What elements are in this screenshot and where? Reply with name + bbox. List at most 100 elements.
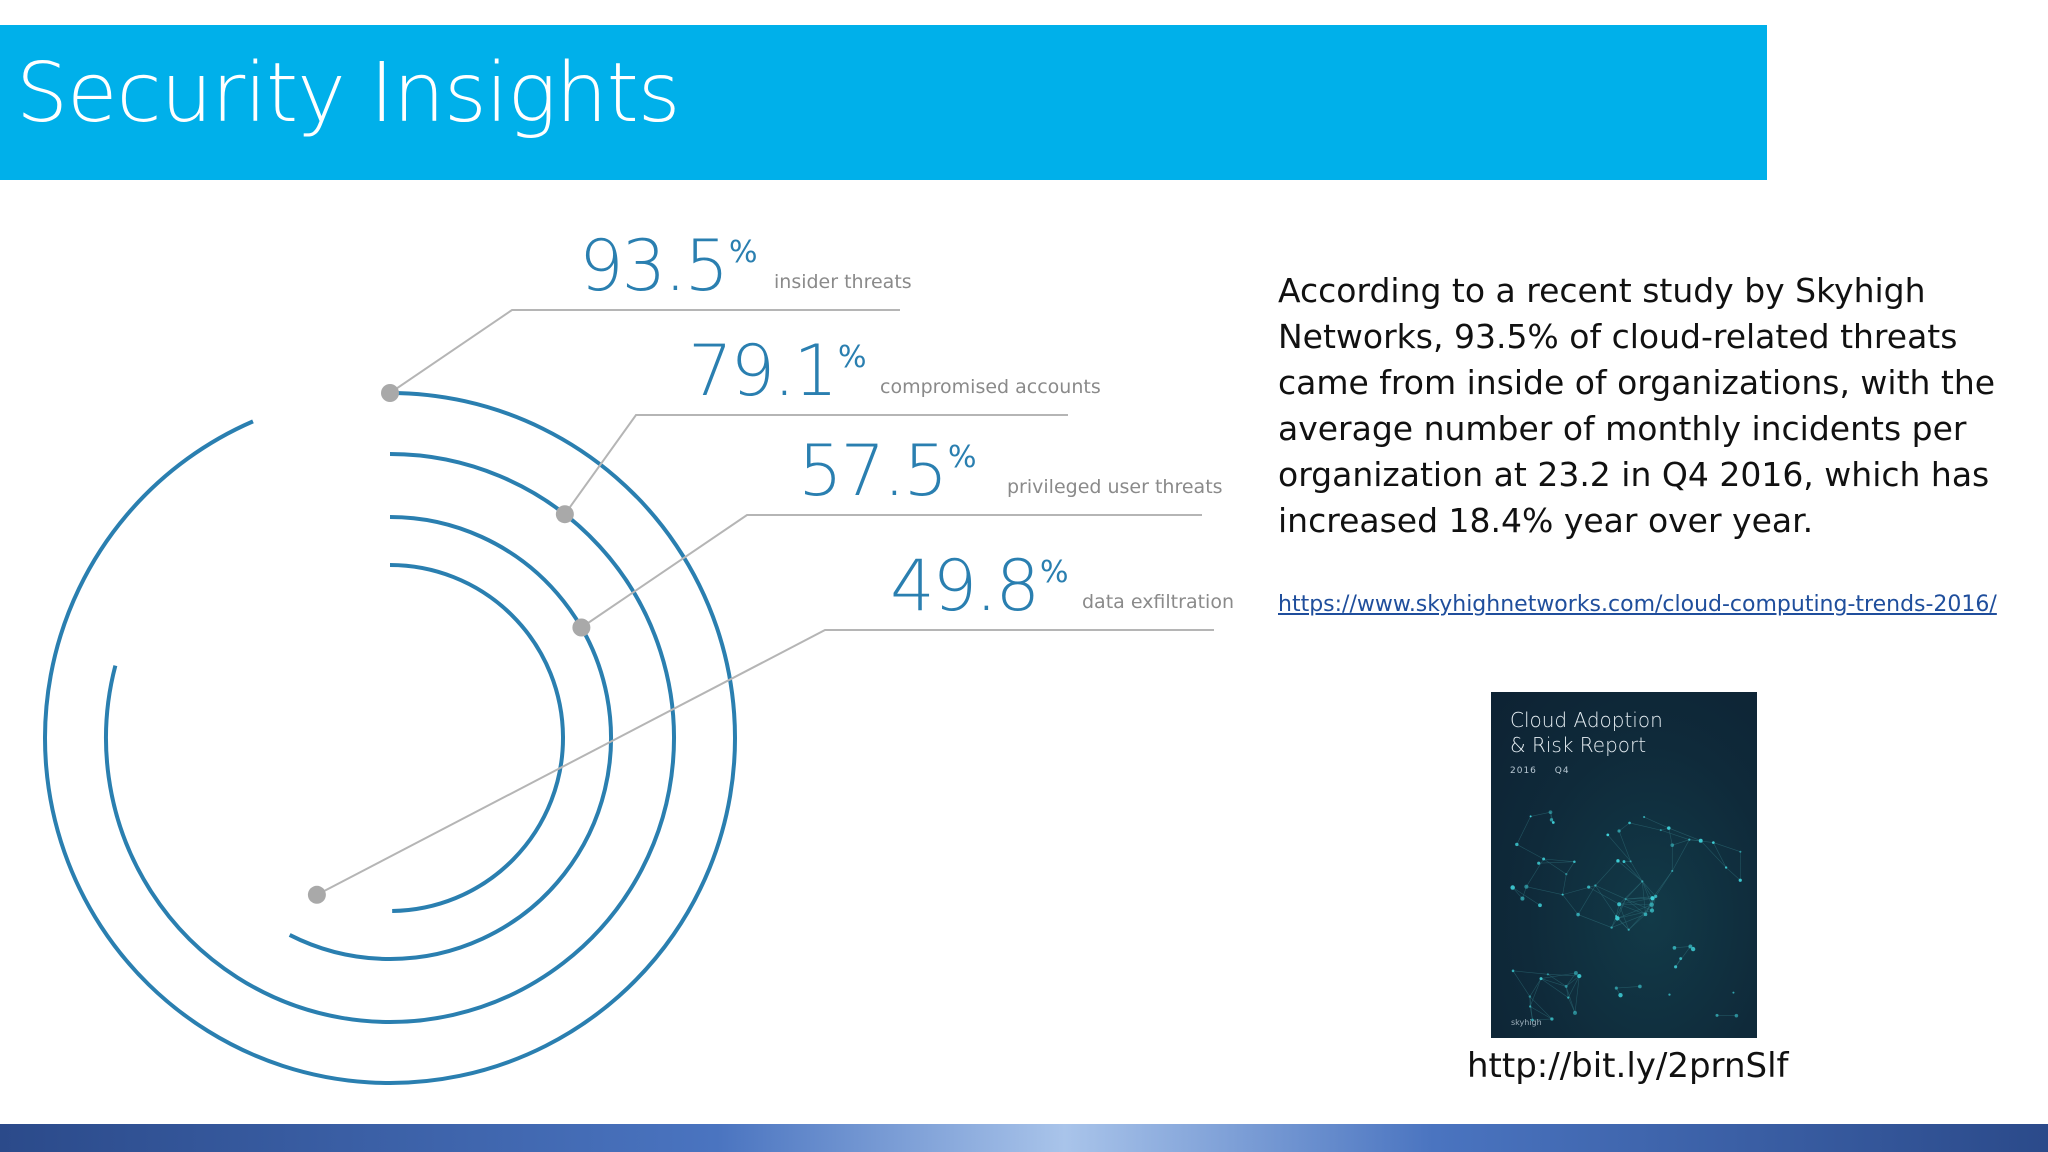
- network-edge: [1562, 894, 1579, 915]
- network-node: [1654, 894, 1658, 898]
- network-edge: [1532, 1018, 1552, 1021]
- network-edge: [1616, 986, 1640, 989]
- source-link[interactable]: https://www.skyhighnetworks.com/cloud-co…: [1278, 592, 1997, 617]
- network-edge: [1516, 844, 1544, 860]
- network-node: [1610, 926, 1613, 929]
- slide-title: Security Insights: [16, 46, 681, 141]
- connector-line-3: [580, 514, 1202, 629]
- network-edge: [1672, 839, 1690, 846]
- network-edge: [1529, 978, 1542, 997]
- network-edge: [1530, 811, 1551, 817]
- network-edge: [1675, 946, 1691, 967]
- network-edge: [1607, 834, 1631, 862]
- network-node: [1738, 878, 1742, 882]
- percent-sign-1: %: [729, 235, 758, 270]
- report-cover-image: Cloud Adoption & Risk Report 2016 Q4 sky…: [1491, 692, 1757, 1038]
- network-edge: [1628, 914, 1646, 930]
- network-edge: [1540, 978, 1569, 998]
- network-edge: [1574, 976, 1580, 1013]
- network-edge: [1595, 885, 1617, 917]
- network-edge: [1645, 898, 1653, 915]
- network-node: [1561, 893, 1564, 896]
- network-node: [1531, 1018, 1534, 1022]
- network-edge: [1512, 970, 1531, 997]
- network-edge: [1618, 822, 1630, 832]
- network-edge: [1577, 885, 1596, 915]
- network-edge: [1538, 861, 1575, 864]
- network-edge: [1625, 896, 1656, 900]
- network-edge: [1617, 904, 1652, 919]
- network-node: [1529, 815, 1532, 818]
- value-label-1: 93.5: [579, 225, 727, 307]
- ring-arc-2: [104, 452, 676, 1024]
- cover-date: 2016 Q4: [1510, 766, 1584, 776]
- network-node: [1659, 829, 1662, 832]
- network-node: [1627, 928, 1630, 931]
- network-edge: [1540, 972, 1576, 979]
- network-edge: [1671, 839, 1690, 872]
- network-node: [1618, 993, 1623, 998]
- network-node: [1548, 810, 1553, 815]
- network-edge: [1625, 881, 1643, 900]
- network-node: [1546, 973, 1549, 976]
- ring-arc-1: [43, 391, 738, 1085]
- network-node: [1643, 912, 1648, 917]
- network-edge: [1543, 858, 1575, 863]
- network-edge: [1529, 996, 1553, 1020]
- connector-line-1: [389, 309, 900, 394]
- connector-line-2: [564, 414, 1068, 515]
- network-edge: [1565, 975, 1580, 987]
- network-node: [1616, 859, 1620, 863]
- network-edge: [1615, 898, 1626, 917]
- connector-dot-2: [555, 505, 574, 524]
- network-node: [1551, 821, 1555, 824]
- network-edge: [1630, 861, 1643, 882]
- network-edge: [1619, 897, 1653, 905]
- network-edge: [1655, 870, 1673, 897]
- network-edge: [1565, 972, 1577, 987]
- network-node: [1550, 1017, 1554, 1021]
- network-node: [1528, 995, 1532, 998]
- network-node: [1615, 914, 1618, 918]
- network-node: [1617, 902, 1622, 907]
- percent-sign-3: %: [948, 440, 977, 475]
- connector-dot-1: [381, 384, 399, 402]
- network-node: [1511, 969, 1515, 973]
- network-node: [1524, 884, 1529, 889]
- network-edge: [1674, 946, 1691, 949]
- network-node: [1715, 1013, 1719, 1017]
- cover-quarter: Q4: [1554, 766, 1570, 776]
- ring-arc-3: [288, 515, 613, 961]
- network-edge: [1529, 1006, 1553, 1020]
- network-edge: [1625, 898, 1646, 915]
- network-node: [1537, 861, 1541, 865]
- network-edge: [1629, 822, 1661, 831]
- network-node: [1688, 944, 1693, 949]
- network-node: [1594, 884, 1597, 887]
- network-node: [1624, 898, 1627, 901]
- series-label-3: privileged user threats: [1007, 476, 1223, 498]
- network-edge: [1641, 881, 1646, 915]
- network-edge: [1543, 858, 1567, 875]
- network-edge: [1512, 970, 1548, 975]
- network-node: [1606, 833, 1610, 837]
- network-node: [1674, 965, 1678, 969]
- value-label-4: 49.8: [890, 545, 1038, 627]
- network-node: [1698, 838, 1703, 843]
- network-node: [1734, 1013, 1739, 1018]
- network-node: [1565, 872, 1568, 876]
- network-edge: [1651, 896, 1657, 911]
- network-node: [1629, 860, 1632, 863]
- network-node: [1587, 885, 1591, 889]
- network-edge: [1516, 816, 1531, 845]
- cover-title-line1: Cloud Adoption: [1510, 708, 1663, 732]
- network-edge: [1617, 898, 1627, 919]
- network-edge: [1642, 881, 1656, 897]
- network-node: [1542, 857, 1546, 861]
- short-url: http://bit.ly/2prnSlf: [1467, 1046, 1789, 1086]
- network-node: [1510, 885, 1515, 890]
- network-edge: [1642, 881, 1652, 905]
- network-node: [1614, 986, 1618, 990]
- network-edge: [1566, 861, 1575, 875]
- network-node: [1712, 841, 1715, 844]
